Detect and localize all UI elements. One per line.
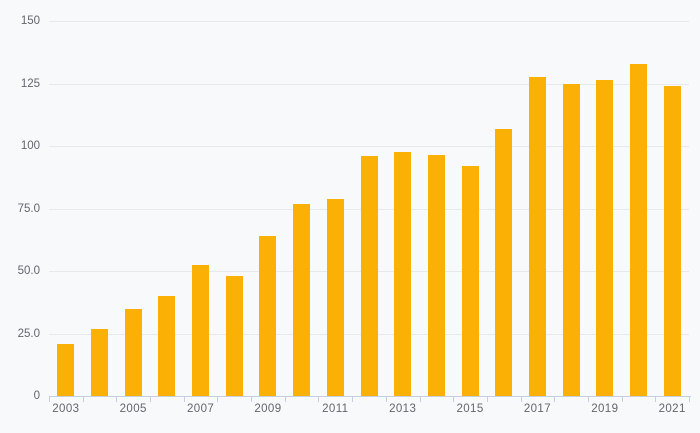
bar-2004	[91, 328, 109, 396]
x-axis-tick	[217, 396, 219, 402]
plot-area	[49, 21, 691, 397]
bar-2016	[495, 128, 513, 396]
x-axis-tick	[520, 396, 522, 402]
y-axis-label-25: 25.0	[17, 327, 40, 340]
gridline-100	[49, 146, 689, 147]
bar-2009	[259, 236, 277, 396]
x-axis-tick	[621, 396, 623, 402]
bar-cell-2016	[487, 21, 521, 396]
bar-2010	[293, 203, 311, 396]
bar-cell-2008	[217, 21, 251, 396]
y-axis-label-150: 150	[20, 15, 40, 27]
bar-cell-2013	[386, 21, 420, 396]
bar-cell-2010	[285, 21, 319, 396]
x-axis-tick	[554, 396, 556, 402]
bar-2014	[427, 154, 445, 396]
x-axis-tick	[49, 396, 50, 402]
gridline-125	[49, 83, 689, 85]
bar-2008	[225, 276, 243, 396]
x-axis-tick	[150, 396, 152, 402]
bar-cell-2005	[116, 21, 150, 396]
bar-cell-2017	[521, 21, 555, 396]
bar-2005	[124, 308, 142, 396]
bar-cell-2006	[150, 21, 184, 396]
x-axis-tick	[587, 396, 589, 402]
x-axis-label-2019: 2019	[591, 403, 619, 415]
x-axis-label-2011: 2011	[322, 403, 349, 415]
x-axis-label-2015: 2015	[456, 403, 484, 415]
y-axis-label-75: 75.0	[17, 202, 40, 215]
bar-2007	[192, 264, 210, 396]
bar-2011	[326, 198, 344, 396]
bar-cell-2004	[83, 21, 117, 396]
bar-2021	[663, 86, 681, 396]
bar-2020	[630, 63, 648, 396]
x-axis-tick	[385, 396, 387, 402]
x-axis-tick	[318, 396, 320, 402]
x-axis-line	[49, 396, 691, 397]
gridline-150	[49, 21, 689, 22]
x-axis-label-2017: 2017	[523, 403, 551, 415]
bar-2018	[562, 83, 580, 396]
bar-2017	[528, 77, 546, 396]
bars-group	[49, 21, 689, 396]
y-axis-label-100: 100	[20, 140, 40, 152]
bar-2012	[360, 156, 378, 396]
bar-cell-2007	[184, 21, 218, 396]
bar-cell-2011	[319, 21, 353, 396]
x-axis-label-2013: 2013	[389, 403, 417, 415]
y-axis-label-0: 0	[33, 390, 40, 402]
x-axis-tick	[82, 396, 84, 402]
y-axis-label-125: 125	[20, 77, 40, 90]
bar-cell-2020	[622, 21, 656, 396]
bar-cell-2019	[588, 21, 622, 396]
x-axis-tick	[284, 396, 286, 402]
x-axis-tick	[352, 396, 354, 402]
bar-2015	[461, 166, 479, 396]
x-axis-tick	[183, 396, 185, 402]
x-axis-label-2007: 2007	[186, 403, 215, 415]
y-axis-label-50: 50.0	[17, 265, 40, 277]
x-axis-tick	[251, 396, 253, 402]
x-axis-tick	[453, 396, 455, 402]
bar-cell-2018	[554, 21, 588, 396]
bar-cell-2012	[352, 21, 386, 396]
x-axis-tick	[486, 396, 488, 402]
x-axis-label-2009: 2009	[254, 403, 282, 415]
x-axis-label-2005: 2005	[119, 403, 147, 415]
x-axis-label-2021: 2021	[658, 403, 686, 415]
x-axis-tick	[655, 396, 657, 402]
bar-cell-2003	[49, 21, 83, 396]
bar-cell-2015	[453, 21, 487, 396]
bar-cell-2014	[420, 21, 454, 396]
bar-2003	[57, 343, 75, 396]
bar-cell-2021	[655, 21, 689, 396]
x-axis-tick	[689, 396, 690, 402]
bar-cell-2009	[251, 21, 285, 396]
bar-2013	[394, 152, 412, 396]
x-axis-tick	[419, 396, 421, 402]
x-axis-label-2003: 2003	[52, 403, 80, 415]
bar-2019	[596, 79, 614, 396]
bar-2006	[158, 296, 176, 396]
x-axis-tick	[116, 396, 118, 402]
